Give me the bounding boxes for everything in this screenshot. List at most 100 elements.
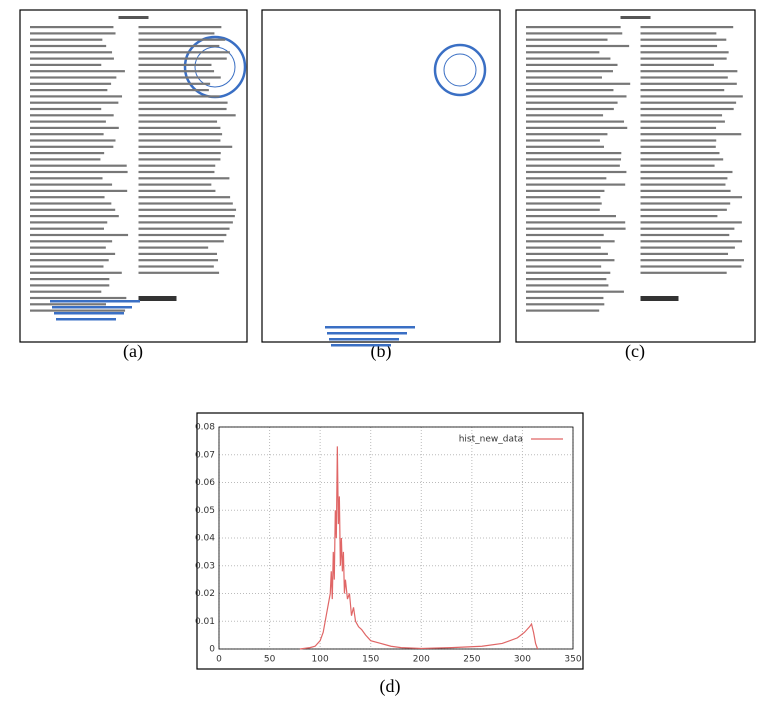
text-line — [30, 246, 106, 249]
text-line — [138, 208, 237, 211]
text-line — [526, 271, 611, 274]
text-line — [30, 265, 104, 268]
text-line — [640, 51, 729, 54]
text-line — [640, 183, 726, 186]
text-line — [526, 158, 622, 161]
text-line — [30, 303, 107, 306]
text-line — [138, 32, 215, 35]
text-line — [526, 89, 614, 92]
y-tick-label: 0.06 — [195, 478, 215, 488]
x-tick-label: 200 — [413, 655, 430, 665]
text-line — [640, 114, 723, 117]
text-line — [526, 246, 601, 249]
y-tick-label: 0 — [209, 645, 215, 655]
text-line — [526, 259, 615, 262]
y-tick-label: 0.05 — [195, 506, 215, 516]
text-line — [30, 196, 105, 199]
text-line — [138, 233, 227, 237]
text-line — [138, 82, 211, 85]
text-line — [640, 215, 718, 218]
text-line — [640, 196, 743, 199]
y-tick-label: 0.07 — [195, 450, 215, 460]
text-line — [526, 240, 615, 243]
text-line — [30, 259, 109, 262]
text-line — [138, 114, 236, 117]
text-line — [526, 170, 627, 174]
text-line — [30, 32, 116, 35]
text-line — [138, 259, 219, 262]
text-line — [526, 152, 622, 155]
text-line — [640, 271, 727, 274]
text-line — [526, 51, 600, 54]
text-line — [138, 51, 230, 54]
text-line — [138, 170, 215, 174]
text-line — [640, 145, 716, 148]
text-line — [526, 32, 623, 35]
text-line — [526, 278, 607, 281]
x-tick-label: 150 — [362, 655, 379, 665]
text-line — [138, 296, 177, 301]
text-line — [30, 70, 125, 73]
text-line — [526, 133, 608, 136]
text-line — [30, 309, 126, 312]
text-line — [30, 240, 113, 243]
text-line — [640, 126, 717, 129]
text-line — [138, 26, 222, 29]
text-line — [526, 164, 620, 167]
text-line — [526, 233, 604, 237]
stamp-line — [50, 300, 140, 303]
text-line — [640, 233, 730, 237]
text-line — [138, 89, 209, 92]
text-line — [640, 133, 742, 136]
text-line — [30, 63, 102, 66]
text-line — [640, 70, 738, 73]
text-line — [526, 202, 602, 205]
text-line — [526, 63, 618, 66]
stamp — [433, 43, 487, 97]
text-line — [30, 38, 103, 41]
text-line — [526, 208, 600, 211]
text-line — [138, 38, 226, 41]
legend-label: hist_new_data — [459, 435, 523, 445]
text-line — [30, 82, 112, 85]
text-line — [30, 44, 107, 48]
x-tick-label: 0 — [216, 655, 222, 665]
text-line — [138, 158, 221, 161]
x-tick-label: 100 — [312, 655, 329, 665]
text-line — [138, 265, 214, 268]
text-line — [138, 133, 223, 136]
stamp-line — [56, 318, 116, 321]
text-line — [640, 208, 727, 211]
text-line — [640, 221, 742, 224]
text-line — [526, 38, 608, 41]
text-line — [30, 284, 110, 287]
text-line — [640, 240, 743, 243]
text-line — [138, 164, 216, 167]
text-line — [30, 95, 123, 98]
text-line — [30, 202, 112, 205]
text-line — [30, 290, 102, 293]
text-line — [30, 139, 116, 142]
text-line — [526, 145, 604, 148]
text-line — [640, 82, 737, 85]
text-line — [138, 101, 228, 104]
text-line — [526, 196, 601, 199]
x-tick-label: 250 — [463, 655, 480, 665]
text-line — [138, 246, 209, 249]
chart-frame — [196, 412, 584, 670]
stamp-line — [52, 306, 132, 309]
text-line — [640, 57, 727, 60]
text-line — [30, 107, 102, 111]
text-line — [138, 215, 235, 218]
text-line — [526, 82, 631, 85]
text-line — [30, 233, 129, 237]
text-line — [138, 76, 221, 79]
text-line — [526, 70, 613, 73]
text-line — [640, 32, 717, 35]
text-line — [526, 101, 618, 104]
text-line — [640, 26, 734, 29]
text-line — [640, 120, 725, 123]
text-line — [526, 26, 621, 29]
text-line — [30, 114, 114, 117]
stamp-line — [329, 338, 399, 341]
